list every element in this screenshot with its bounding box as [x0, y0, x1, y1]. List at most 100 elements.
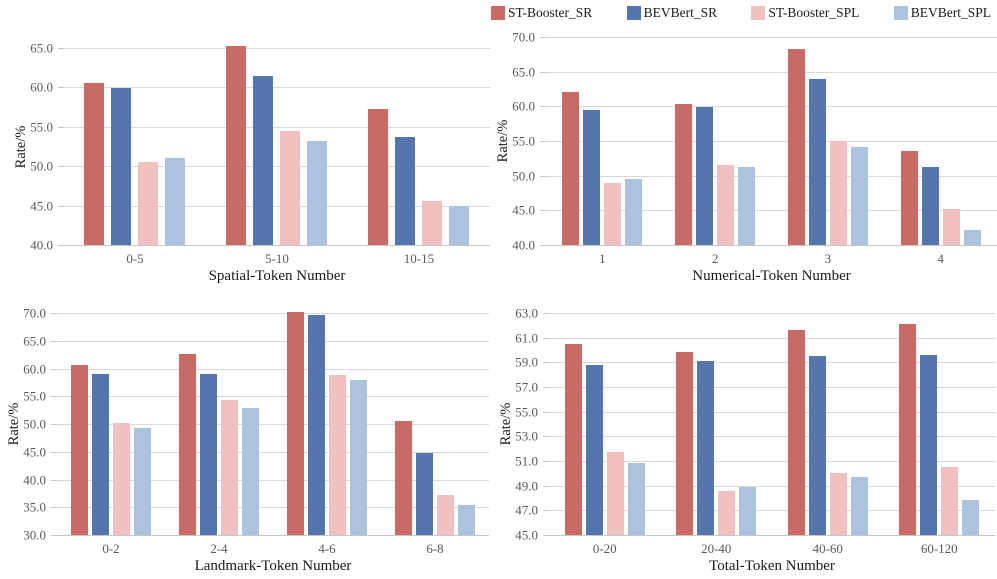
gridline — [57, 396, 489, 398]
bar-bevbert_spl-1 — [625, 179, 643, 245]
bar-st-booster_sr-60-120 — [899, 324, 917, 535]
gridline — [549, 460, 995, 462]
bar-st-booster_spl-0-5 — [138, 162, 159, 245]
bar-bevbert_sr-6-8 — [416, 452, 433, 535]
y-tick-label: 59.0 — [515, 354, 538, 370]
bar-st-booster_sr-6-8 — [395, 421, 412, 535]
bar-bevbert_spl-10-15 — [449, 205, 470, 245]
legend-swatch-icon — [626, 6, 641, 20]
x-category-label: 20-40 — [701, 541, 732, 556]
y-tick-mark — [51, 451, 57, 453]
x-axis-title: Numerical-Token Number — [692, 268, 851, 284]
y-axis-title: Rate/% — [497, 402, 514, 446]
bar-st-booster_spl-2-4 — [221, 399, 238, 535]
gridline — [57, 340, 489, 342]
bar-st-booster_spl-0-2 — [113, 423, 130, 535]
gridline — [549, 535, 995, 536]
bar-bevbert_spl-60-120 — [962, 500, 980, 535]
y-tick-mark — [51, 507, 57, 509]
y-tick-mark — [540, 37, 546, 38]
bar-st-booster_sr-5-10 — [226, 45, 247, 245]
bar-st-booster_sr-20-40 — [676, 352, 694, 535]
legend-item-bevbert_spl: BEVBert_SPL — [893, 6, 991, 20]
bar-group-1 — [546, 37, 659, 245]
legend-swatch-icon — [491, 6, 505, 20]
bar-bevbert_sr-0-5 — [111, 88, 132, 245]
bar-bevbert_sr-2 — [696, 107, 714, 245]
bar-group-0-20 — [549, 313, 661, 535]
y-tick-label: 45.0 — [512, 202, 535, 218]
bar-group-2 — [659, 37, 772, 245]
bar-bevbert_spl-5-10 — [307, 140, 328, 245]
gridline — [64, 126, 490, 128]
y-tick-label: 60.0 — [30, 79, 53, 95]
y-tick-mark — [543, 460, 549, 462]
gridline — [546, 37, 997, 38]
y-tick-label: 40.0 — [23, 472, 46, 487]
gridline — [549, 411, 995, 413]
bar-st-booster_spl-10-15 — [422, 200, 443, 245]
bar-bevbert_sr-4-6 — [308, 314, 325, 535]
y-tick-mark — [540, 106, 546, 108]
y-tick-mark — [51, 535, 57, 536]
plot-area: Rate/% Spatial-Token Number 40.0 45.0 50.0… — [13, 42, 490, 284]
y-tick-mark — [543, 411, 549, 413]
bar-bevbert_sr-0-2 — [92, 373, 109, 535]
bar-bevbert_sr-3 — [808, 78, 826, 245]
gridline — [57, 479, 489, 481]
y-axis-title: Rate/% — [494, 119, 511, 163]
gridline — [546, 141, 997, 142]
x-category-label: 2 — [711, 251, 719, 266]
chart-landmark-token-number: Rate/% Landmark-Token Number 30.0 35.0 40.… — [0, 290, 497, 579]
gridline — [546, 210, 997, 212]
gridline — [57, 451, 489, 453]
y-axis-title: Rate/% — [5, 402, 22, 446]
y-tick-mark — [58, 245, 64, 246]
bar-bevbert_spl-0-20 — [627, 463, 645, 535]
y-tick-label: 35.0 — [23, 499, 46, 515]
bar-st-booster_sr-4 — [900, 150, 918, 245]
bar-group-10-15 — [348, 48, 490, 245]
legend-swatch-icon — [893, 6, 908, 20]
gridline — [546, 245, 997, 246]
bar-bevbert_sr-5-10 — [253, 75, 274, 245]
bar-bevbert_spl-4-6 — [350, 379, 367, 535]
gridline — [549, 337, 995, 339]
bar-st-booster_spl-3 — [829, 141, 847, 245]
gridline — [57, 507, 489, 509]
bar-st-booster_sr-40-60 — [787, 330, 805, 535]
bar-st-booster_sr-2 — [675, 103, 693, 245]
x-category-label: 0-5 — [126, 251, 144, 266]
x-category-label: 40-60 — [812, 541, 843, 556]
bar-bevbert_spl-6-8 — [458, 505, 475, 535]
chart-legend: ST-Booster_SR BEVBert_SR ST-Booster_SPL BEV… — [491, 4, 991, 22]
x-category-label: 2-4 — [210, 541, 228, 556]
chart-total-token-number: Rate/% Total-Token Number 45.0 47.0 49.0 51… — [497, 290, 997, 579]
y-tick-label: 53.0 — [515, 428, 538, 444]
legend-item-bevbert_sr: BEVBert_SR — [626, 6, 717, 20]
bar-group-4 — [884, 37, 997, 245]
gridline — [549, 313, 995, 314]
y-tick-label: 70.0 — [512, 29, 535, 45]
y-tick-label: 60.0 — [23, 361, 46, 376]
y-tick-label: 70.0 — [23, 305, 46, 321]
x-category-label: 6-8 — [426, 541, 444, 556]
y-tick-label: 61.0 — [515, 330, 538, 346]
bar-st-booster_spl-1 — [604, 182, 622, 245]
y-tick-label: 65.0 — [512, 64, 535, 80]
y-tick-label: 49.0 — [515, 478, 538, 494]
y-tick-mark — [58, 48, 64, 49]
bar-st-booster_sr-10-15 — [368, 109, 389, 245]
y-tick-label: 51.0 — [515, 453, 538, 469]
y-tick-mark — [543, 313, 549, 314]
bar-group-60-120 — [884, 313, 996, 535]
y-tick-label: 45.0 — [30, 198, 53, 214]
y-tick-label: 40.0 — [512, 237, 535, 253]
chart-spatial-token-number: Rate/% Spatial-Token Number 40.0 45.0 50.0… — [0, 0, 497, 290]
bar-st-booster_spl-60-120 — [941, 467, 959, 535]
x-axis-title: Spatial-Token Number — [208, 268, 346, 284]
gridline — [549, 362, 995, 364]
y-tick-mark — [51, 368, 57, 370]
bar-group-5-10 — [206, 45, 348, 245]
